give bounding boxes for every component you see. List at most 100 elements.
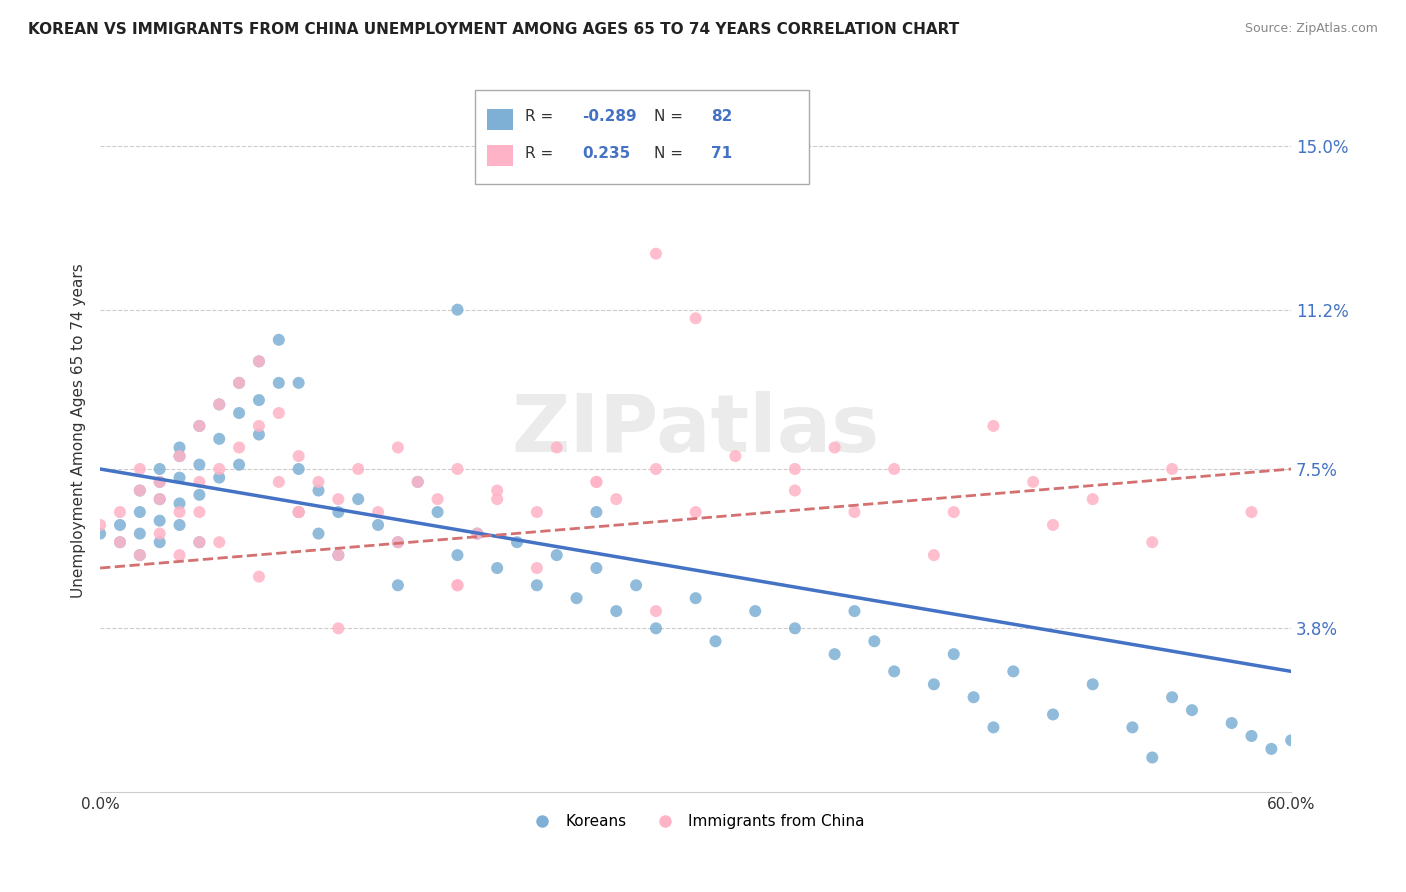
Point bbox=[188, 535, 211, 549]
Point bbox=[446, 548, 468, 562]
Text: ZIPatlas: ZIPatlas bbox=[512, 392, 880, 469]
Point bbox=[605, 604, 627, 618]
Point bbox=[983, 720, 1005, 734]
Point bbox=[247, 569, 270, 583]
Point bbox=[169, 449, 191, 463]
Point bbox=[446, 462, 468, 476]
Text: Source: ZipAtlas.com: Source: ZipAtlas.com bbox=[1244, 22, 1378, 36]
Point bbox=[824, 647, 846, 661]
Point bbox=[624, 578, 647, 592]
Point bbox=[247, 354, 270, 368]
Text: 0.235: 0.235 bbox=[582, 145, 631, 161]
Text: 71: 71 bbox=[711, 145, 733, 161]
Point bbox=[704, 634, 727, 648]
Point bbox=[188, 488, 211, 502]
Point bbox=[208, 535, 231, 549]
Point bbox=[942, 505, 965, 519]
Point bbox=[149, 514, 172, 528]
Point bbox=[188, 419, 211, 434]
Point bbox=[1081, 492, 1104, 507]
Point bbox=[844, 604, 866, 618]
Point bbox=[188, 535, 211, 549]
FancyBboxPatch shape bbox=[475, 90, 808, 185]
Point bbox=[1022, 475, 1045, 489]
Point bbox=[406, 475, 429, 489]
Point bbox=[169, 518, 191, 533]
Point bbox=[446, 302, 468, 317]
Point bbox=[1081, 677, 1104, 691]
Legend: Koreans, Immigrants from China: Koreans, Immigrants from China bbox=[522, 808, 870, 835]
Point bbox=[328, 548, 350, 562]
Point bbox=[149, 535, 172, 549]
Point bbox=[108, 518, 131, 533]
Point bbox=[685, 505, 707, 519]
Text: -0.289: -0.289 bbox=[582, 110, 637, 125]
Point bbox=[1260, 742, 1282, 756]
Point bbox=[149, 475, 172, 489]
Point bbox=[328, 505, 350, 519]
Point bbox=[465, 526, 488, 541]
Point bbox=[287, 505, 309, 519]
Point bbox=[1042, 707, 1064, 722]
Point bbox=[446, 578, 468, 592]
Point bbox=[824, 441, 846, 455]
Point bbox=[208, 470, 231, 484]
Point bbox=[1220, 716, 1243, 731]
Point bbox=[267, 333, 290, 347]
Point bbox=[128, 483, 150, 498]
Point bbox=[328, 548, 350, 562]
Point bbox=[169, 548, 191, 562]
Text: 82: 82 bbox=[711, 110, 733, 125]
Point bbox=[169, 496, 191, 510]
Point bbox=[406, 475, 429, 489]
Point bbox=[783, 147, 806, 161]
Point bbox=[347, 492, 370, 507]
Point bbox=[1002, 665, 1025, 679]
Point bbox=[169, 505, 191, 519]
Point bbox=[188, 475, 211, 489]
Text: R =: R = bbox=[526, 145, 554, 161]
Point bbox=[1042, 518, 1064, 533]
Point bbox=[247, 419, 270, 434]
Point bbox=[645, 604, 668, 618]
Point bbox=[387, 441, 409, 455]
Point bbox=[426, 492, 449, 507]
Text: N =: N = bbox=[654, 145, 683, 161]
Text: R =: R = bbox=[526, 110, 554, 125]
Point bbox=[605, 492, 627, 507]
Point bbox=[506, 535, 529, 549]
Point bbox=[962, 690, 984, 705]
Point bbox=[347, 462, 370, 476]
Point bbox=[308, 483, 330, 498]
Point bbox=[387, 535, 409, 549]
Point bbox=[942, 647, 965, 661]
Point bbox=[188, 419, 211, 434]
Point bbox=[526, 561, 548, 575]
Point bbox=[724, 449, 747, 463]
Point bbox=[367, 518, 389, 533]
Point bbox=[585, 475, 607, 489]
Point bbox=[645, 462, 668, 476]
Point bbox=[128, 505, 150, 519]
Point bbox=[983, 419, 1005, 434]
Point bbox=[287, 376, 309, 390]
Point bbox=[128, 548, 150, 562]
Point bbox=[783, 462, 806, 476]
Point bbox=[108, 535, 131, 549]
Point bbox=[426, 505, 449, 519]
Point bbox=[108, 535, 131, 549]
Point bbox=[685, 311, 707, 326]
Point bbox=[328, 492, 350, 507]
FancyBboxPatch shape bbox=[488, 110, 513, 130]
Point bbox=[1121, 720, 1143, 734]
Point bbox=[883, 665, 905, 679]
Point bbox=[585, 475, 607, 489]
Point bbox=[565, 591, 588, 606]
Point bbox=[446, 578, 468, 592]
Point bbox=[1142, 750, 1164, 764]
Point bbox=[308, 526, 330, 541]
Point bbox=[228, 376, 250, 390]
Point bbox=[465, 526, 488, 541]
Point bbox=[287, 505, 309, 519]
Y-axis label: Unemployment Among Ages 65 to 74 years: Unemployment Among Ages 65 to 74 years bbox=[72, 263, 86, 598]
